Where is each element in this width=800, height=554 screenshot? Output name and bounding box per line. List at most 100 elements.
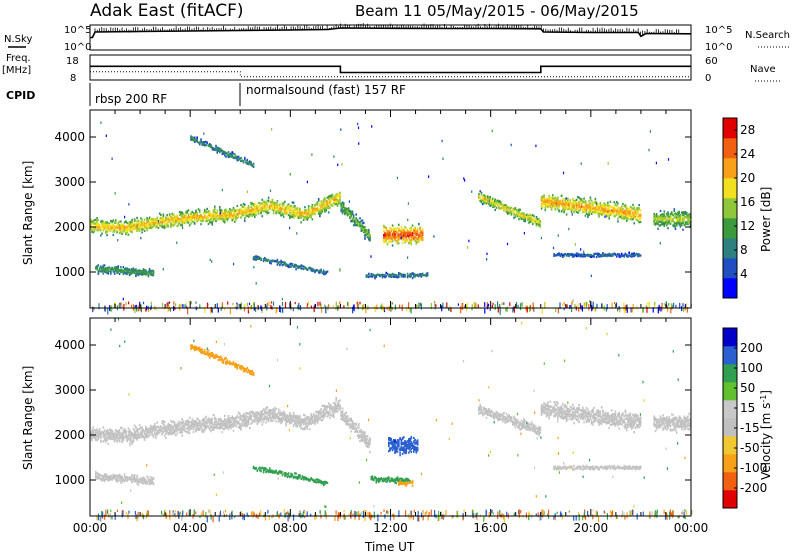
- power-cell: [426, 274, 429, 277]
- power-cell: [517, 209, 519, 212]
- power-cell: [133, 269, 136, 272]
- power-speckle: [243, 306, 246, 312]
- power-cell: [608, 208, 610, 211]
- power-cell: [187, 218, 190, 221]
- power-cell: [282, 263, 285, 266]
- power-cell: [147, 220, 150, 223]
- power-cell: [678, 212, 681, 215]
- power-cell: [624, 253, 627, 256]
- power-cell: [324, 206, 326, 209]
- power-cell: [215, 214, 217, 217]
- power-speckle: [134, 306, 136, 313]
- power-cell: [583, 197, 585, 200]
- power-cell: [405, 230, 408, 234]
- power-cell: [294, 208, 296, 211]
- power-cell: [255, 211, 257, 214]
- power-cell: [413, 272, 415, 275]
- power-cell: [311, 205, 314, 208]
- power-cell: [419, 232, 421, 235]
- power-cell: [344, 210, 346, 213]
- power-cell: [91, 228, 93, 231]
- power-cell: [535, 218, 538, 221]
- power-cell: [280, 210, 282, 213]
- power-cell: [584, 205, 587, 208]
- power-cell: [324, 208, 326, 211]
- power-speckle: [406, 307, 408, 312]
- power-cell: [593, 255, 595, 258]
- power-cell: [272, 209, 275, 212]
- power-speckle: [642, 307, 644, 313]
- power-cell: [398, 223, 400, 226]
- power-cell: [638, 218, 640, 221]
- power-cell: [186, 218, 188, 221]
- power-cell: [633, 255, 635, 258]
- power-cell: [351, 217, 354, 220]
- power-cell: [165, 219, 167, 222]
- power-speckle: [281, 301, 284, 307]
- power-cell: [331, 203, 334, 206]
- power-cell: [216, 218, 219, 221]
- power-cell: [133, 271, 136, 275]
- power-cell: [687, 223, 689, 226]
- power-cell: [506, 208, 509, 212]
- power-cell: [316, 203, 319, 207]
- power-cell: [628, 211, 630, 214]
- power-cell: [137, 274, 140, 277]
- power-cell: [405, 238, 408, 241]
- power-cell: [310, 214, 312, 217]
- power-cell: [222, 215, 225, 218]
- power-cell: [630, 215, 633, 218]
- power-cell: [587, 254, 589, 257]
- power-cell: [599, 201, 602, 204]
- power-cell: [267, 206, 270, 209]
- power-cell: [408, 274, 410, 277]
- power-cell: [557, 196, 559, 199]
- power-cell: [325, 202, 327, 205]
- power-speckle: [211, 307, 213, 313]
- power-cell: [110, 268, 112, 271]
- power-cell: [254, 257, 256, 260]
- power-speckle: [450, 307, 452, 313]
- power-speckle: [445, 305, 447, 309]
- power-cell: [252, 209, 255, 213]
- power-cell: [105, 221, 107, 224]
- power-cell: [281, 264, 284, 267]
- power-cell: [244, 219, 246, 223]
- power-cell: [292, 210, 295, 214]
- power-cell: [160, 221, 162, 224]
- power-cell: [131, 270, 133, 273]
- power-cell: [105, 224, 107, 227]
- power-cell: [272, 201, 275, 204]
- power-cell: [190, 135, 192, 138]
- power-cell: [289, 212, 291, 215]
- power-cell: [244, 203, 246, 206]
- power-cell: [352, 224, 355, 227]
- power-cell: [398, 237, 400, 240]
- power-cell: [666, 224, 668, 227]
- power-cell: [226, 218, 229, 221]
- power-cell: [320, 270, 322, 273]
- power-cell: [117, 271, 120, 274]
- power-cell: [198, 143, 201, 146]
- power-cell: [409, 239, 411, 242]
- power-cell: [386, 230, 389, 233]
- power-cell: [341, 207, 344, 210]
- power-cell: [155, 222, 157, 225]
- power-cell: [342, 202, 345, 205]
- power-cell: [190, 212, 192, 215]
- power-cell: [105, 269, 107, 272]
- power-cell: [319, 215, 321, 218]
- power-cell: [285, 212, 287, 215]
- power-cell: [607, 207, 609, 211]
- power-cell: [143, 269, 146, 272]
- power-cell: [627, 215, 629, 218]
- power-cell: [93, 222, 96, 225]
- power-cell: [123, 270, 126, 273]
- power-speckle: [238, 303, 240, 307]
- power-cell: [261, 209, 264, 212]
- power-cell: [270, 206, 272, 209]
- power-cell: [340, 208, 342, 211]
- power-cell: [111, 266, 113, 269]
- power-cell: [688, 213, 691, 216]
- power-cell: [552, 199, 554, 202]
